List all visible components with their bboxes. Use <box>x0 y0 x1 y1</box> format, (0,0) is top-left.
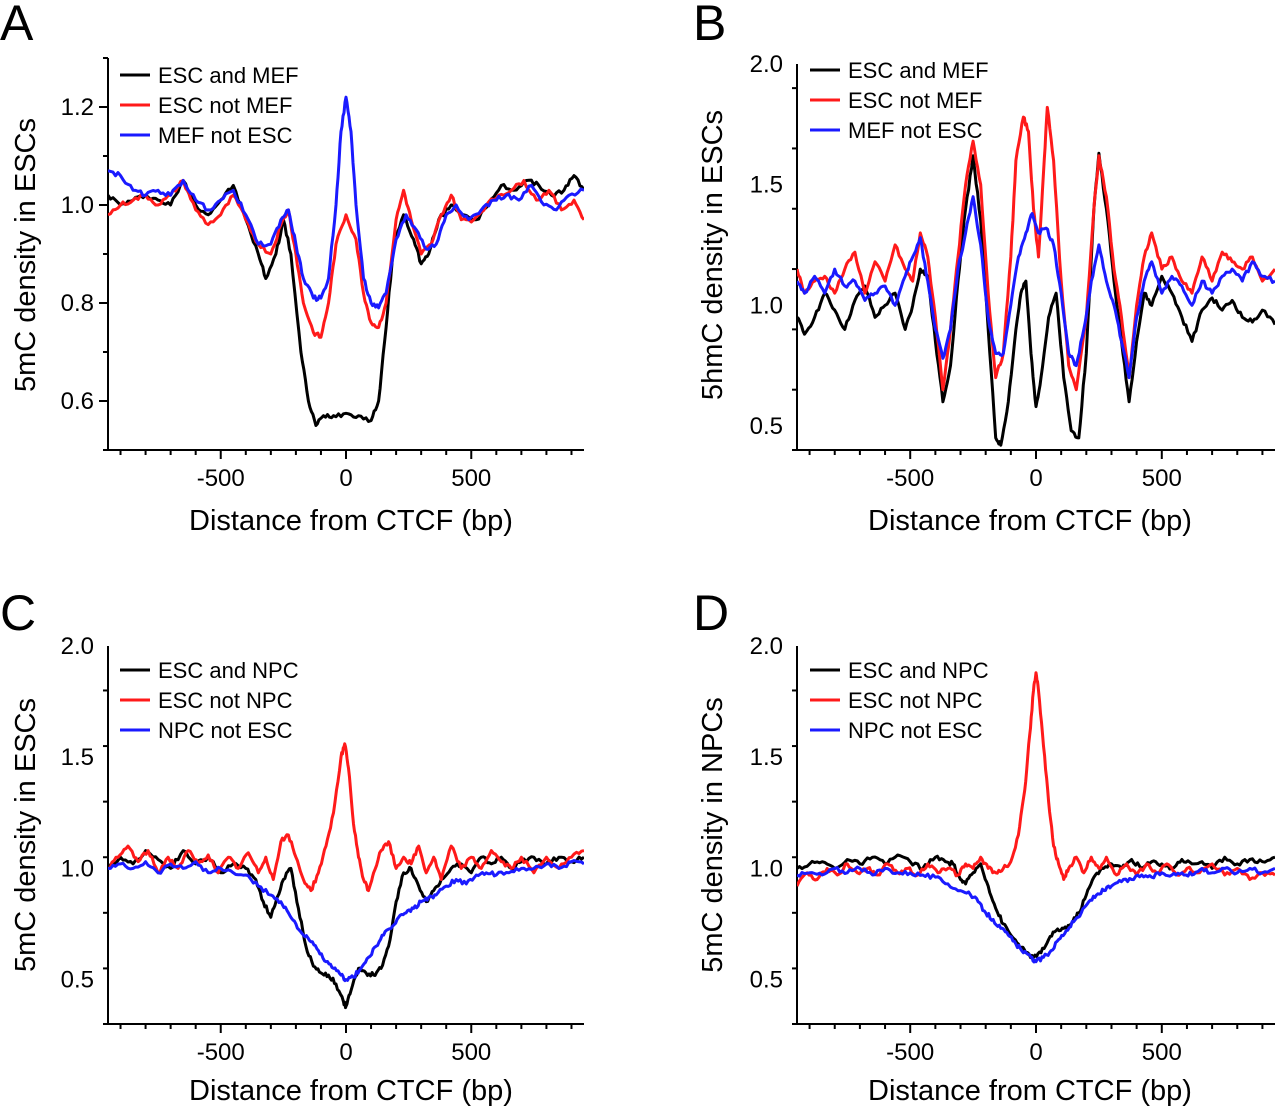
y-tick-label: 0.6 <box>61 388 94 415</box>
series-line-2 <box>797 865 1275 964</box>
y-axis-label: 5mC density in ESCs <box>10 118 42 392</box>
y-tick-label: 0.5 <box>750 413 783 440</box>
series-line-2 <box>797 195 1275 380</box>
legend-label: ESC and NPC <box>848 658 989 683</box>
legend-label: MEF not ESC <box>848 118 983 143</box>
x-tick-label: -500 <box>886 1039 934 1066</box>
y-tick-label: 1.0 <box>61 855 94 882</box>
series-line-0 <box>797 151 1275 447</box>
y-tick-label: 1.0 <box>750 292 783 319</box>
y-tick-label: 1.5 <box>61 744 94 771</box>
panel-letter: A <box>0 0 34 51</box>
legend-label: ESC not MEF <box>848 88 982 113</box>
x-axis-label: Distance from CTCF (bp) <box>189 1075 513 1107</box>
x-tick-label: -500 <box>197 465 245 492</box>
x-tick-label: 500 <box>451 465 491 492</box>
legend-label: NPC not ESC <box>848 718 983 743</box>
x-axis-label: Distance from CTCF (bp) <box>189 505 513 537</box>
x-axis-label: Distance from CTCF (bp) <box>868 1075 1192 1107</box>
x-tick-label: 0 <box>339 1039 352 1066</box>
panel-letter: C <box>0 585 36 641</box>
legend-label: ESC and MEF <box>848 58 989 83</box>
panel-b: B -500 0 500 0.5 1.0 1.5 2.0 Distance from CTCF … <box>693 0 1275 537</box>
y-tick-label: 0.5 <box>750 967 783 994</box>
series-line-0 <box>108 849 584 1010</box>
series-line-2 <box>108 859 584 983</box>
y-tick-label: 1.5 <box>750 744 783 771</box>
x-tick-label: 500 <box>1142 1039 1182 1066</box>
x-tick-label: -500 <box>886 465 934 492</box>
series-line-1 <box>108 742 584 893</box>
y-tick-label: 2.0 <box>61 633 94 660</box>
panel-a: A -500 0 500 0.6 0.8 1.0 1.2 Distance from CTCF … <box>0 0 584 537</box>
series-line-2 <box>108 95 584 310</box>
series-line-1 <box>797 671 1275 887</box>
x-tick-label: 500 <box>451 1039 491 1066</box>
y-tick-label: 1.0 <box>750 855 783 882</box>
x-tick-label: 0 <box>339 465 352 492</box>
x-tick-label: 0 <box>1029 465 1042 492</box>
legend-label: MEF not ESC <box>158 123 293 148</box>
legend-label: ESC and MEF <box>158 63 299 88</box>
legend-label: ESC and NPC <box>158 658 299 683</box>
legend-label: NPC not ESC <box>158 718 293 743</box>
panel-letter: B <box>693 0 726 51</box>
y-axis-label: 5mC density in ESCs <box>10 698 42 972</box>
y-tick-label: 2.0 <box>750 51 783 78</box>
series-line-0 <box>797 853 1275 960</box>
panel-letter: D <box>693 585 729 641</box>
y-tick-label: 1.2 <box>61 94 94 121</box>
panel-d: D -500 0 500 0.5 1.0 1.5 2.0 Distance from CTCF … <box>693 585 1275 1107</box>
x-axis-label: Distance from CTCF (bp) <box>868 505 1192 537</box>
x-tick-label: 500 <box>1142 465 1182 492</box>
x-tick-label: 0 <box>1029 1039 1042 1066</box>
y-tick-label: 0.8 <box>61 290 94 317</box>
y-tick-label: 0.5 <box>61 967 94 994</box>
legend-label: ESC not NPC <box>848 688 983 713</box>
x-tick-label: -500 <box>197 1039 245 1066</box>
y-tick-label: 1.5 <box>750 172 783 199</box>
series-line-0 <box>108 174 584 427</box>
y-tick-label: 1.0 <box>61 192 94 219</box>
legend-label: ESC not MEF <box>158 93 292 118</box>
legend-label: ESC not NPC <box>158 688 293 713</box>
series-line-1 <box>108 179 584 339</box>
y-axis-label: 5hmC density in ESCs <box>697 110 729 400</box>
y-axis-label: 5mC density in NPCs <box>697 697 729 973</box>
series-line-1 <box>797 105 1275 392</box>
panel-c: C -500 0 500 0.5 1.0 1.5 2.0 Distance from CTCF … <box>0 585 584 1107</box>
y-tick-label: 2.0 <box>750 633 783 660</box>
